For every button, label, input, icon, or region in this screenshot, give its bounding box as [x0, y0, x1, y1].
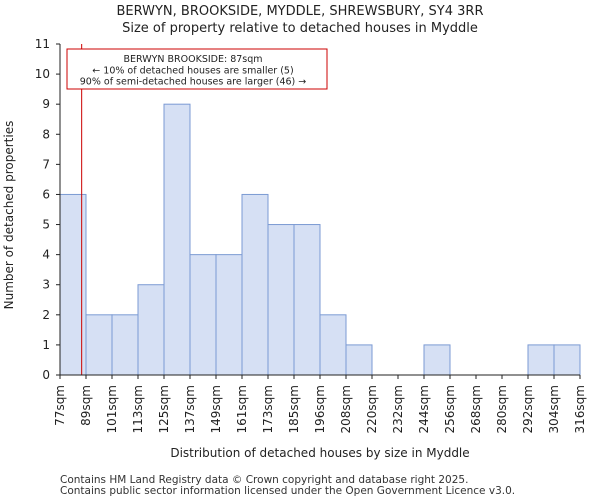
- y-tick-label: 2: [42, 308, 50, 322]
- footer-line-1: Contains HM Land Registry data © Crown c…: [60, 474, 469, 486]
- annotation-smaller-text: ← 10% of detached houses are smaller (5): [92, 66, 293, 77]
- y-tick-label: 9: [42, 97, 50, 111]
- y-tick-label: 4: [42, 248, 50, 262]
- x-tick-label: 196sqm: [313, 385, 327, 433]
- y-tick-label: 5: [42, 218, 50, 232]
- y-tick-label: 6: [42, 187, 50, 201]
- x-tick-label: 125sqm: [157, 385, 171, 433]
- x-tick-label: 316sqm: [573, 385, 587, 433]
- histogram-bar: [423, 344, 451, 376]
- histogram-bar: [189, 254, 217, 376]
- histogram-bar: [215, 254, 243, 376]
- x-tick-label: 113sqm: [131, 385, 145, 433]
- y-tick-label: 10: [35, 67, 50, 81]
- y-tick-label: 8: [42, 127, 50, 141]
- histogram-bar: [111, 314, 139, 376]
- y-tick-label: 7: [42, 157, 50, 171]
- x-tick-label: 292sqm: [521, 385, 535, 433]
- x-tick-label: 89sqm: [79, 385, 93, 426]
- histogram-bar: [163, 103, 191, 376]
- x-tick-label: 220sqm: [365, 385, 379, 433]
- y-tick-label: 11: [35, 37, 50, 51]
- annotation-title: BERWYN BROOKSIDE: 87sqm: [123, 54, 262, 65]
- x-tick-label: 256sqm: [443, 385, 457, 433]
- x-tick-label: 101sqm: [105, 385, 119, 433]
- y-axis-label: Number of detached properties: [2, 121, 16, 310]
- footer-line-2: Contains public sector information licen…: [60, 485, 516, 497]
- histogram-bar: [267, 224, 295, 376]
- histogram-bar: [527, 344, 555, 376]
- x-tick-label: 268sqm: [469, 385, 483, 433]
- x-tick-label: 244sqm: [417, 385, 431, 433]
- x-tick-label: 232sqm: [391, 385, 405, 433]
- chart-subtitle: Size of property relative to detached ho…: [122, 21, 478, 36]
- histogram-bar: [293, 224, 321, 376]
- histogram-bar: [137, 284, 165, 376]
- y-tick-label: 3: [42, 278, 50, 292]
- annotation-larger-text: 90% of semi-detached houses are larger (…: [80, 77, 307, 88]
- x-tick-label: 280sqm: [495, 385, 509, 433]
- x-tick-label: 77sqm: [53, 385, 67, 426]
- x-tick-label: 173sqm: [261, 385, 275, 433]
- x-tick-label: 137sqm: [183, 385, 197, 433]
- x-tick-label: 185sqm: [287, 385, 301, 433]
- y-tick-label: 0: [42, 368, 50, 382]
- chart-title: BERWYN, BROOKSIDE, MYDDLE, SHREWSBURY, S…: [116, 4, 484, 19]
- histogram-bar: [85, 314, 113, 376]
- x-tick-label: 208sqm: [339, 385, 353, 433]
- histogram-bar: [319, 314, 347, 376]
- x-tick-label: 149sqm: [209, 385, 223, 433]
- histogram-bar: [241, 193, 269, 376]
- histogram-bar: [553, 344, 581, 376]
- annotation-box: [66, 48, 328, 90]
- x-tick-label: 161sqm: [235, 385, 249, 433]
- y-tick-label: 1: [42, 338, 50, 352]
- x-axis-label: Distribution of detached houses by size …: [170, 446, 469, 460]
- histogram-bar: [345, 344, 373, 376]
- x-tick-label: 304sqm: [547, 385, 561, 433]
